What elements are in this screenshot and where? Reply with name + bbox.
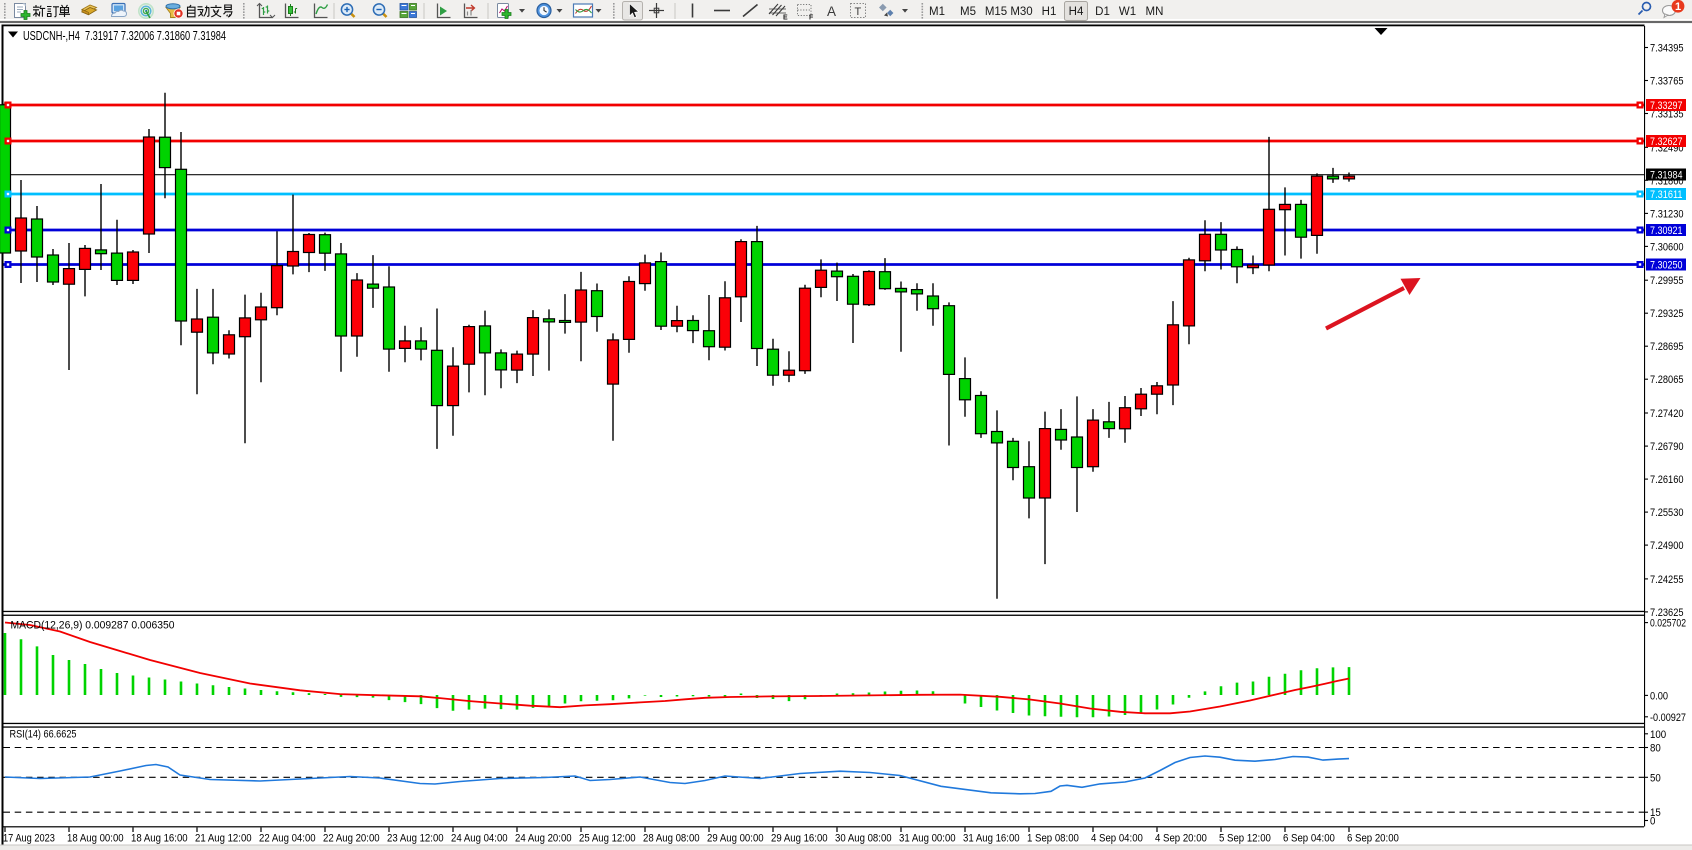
svg-text:D1: D1 bbox=[1095, 6, 1110, 18]
svg-text:E: E bbox=[783, 15, 788, 22]
svg-text:100: 100 bbox=[1650, 729, 1666, 741]
svg-text:MN: MN bbox=[1146, 6, 1164, 18]
svg-text:7.30921: 7.30921 bbox=[1650, 225, 1683, 237]
svg-text:7.29325: 7.29325 bbox=[1650, 308, 1684, 320]
svg-text:T: T bbox=[855, 6, 862, 18]
svg-text:7.33297: 7.33297 bbox=[1650, 100, 1683, 112]
svg-text:25 Aug 12:00: 25 Aug 12:00 bbox=[579, 833, 636, 845]
svg-text:7.31230: 7.31230 bbox=[1650, 208, 1684, 220]
svg-text:7.24900: 7.24900 bbox=[1650, 540, 1684, 552]
svg-text:7.25530: 7.25530 bbox=[1650, 507, 1684, 519]
svg-text:31 Aug 00:00: 31 Aug 00:00 bbox=[899, 833, 956, 845]
svg-text:4 Sep 04:00: 4 Sep 04:00 bbox=[1091, 833, 1143, 845]
svg-text:-0.00927: -0.00927 bbox=[1650, 712, 1686, 724]
svg-text:7.26160: 7.26160 bbox=[1650, 474, 1684, 486]
svg-text:28 Aug 08:00: 28 Aug 08:00 bbox=[643, 833, 700, 845]
svg-text:7.28695: 7.28695 bbox=[1650, 341, 1684, 353]
svg-text:24 Aug 04:00: 24 Aug 04:00 bbox=[451, 833, 508, 845]
svg-text:7.30600: 7.30600 bbox=[1650, 241, 1684, 253]
svg-text:23 Aug 12:00: 23 Aug 12:00 bbox=[387, 833, 444, 845]
svg-text:50: 50 bbox=[1650, 772, 1661, 784]
svg-text:H1: H1 bbox=[1042, 6, 1057, 18]
svg-text:29 Aug 16:00: 29 Aug 16:00 bbox=[771, 833, 828, 845]
svg-text:80: 80 bbox=[1650, 743, 1661, 755]
svg-text:M30: M30 bbox=[1010, 6, 1032, 18]
svg-text:6 Sep 04:00: 6 Sep 04:00 bbox=[1283, 833, 1335, 845]
svg-text:31 Aug 16:00: 31 Aug 16:00 bbox=[963, 833, 1020, 845]
svg-text:1 Sep 08:00: 1 Sep 08:00 bbox=[1027, 833, 1079, 845]
svg-text:0: 0 bbox=[1650, 816, 1655, 828]
svg-text:A: A bbox=[827, 4, 836, 19]
svg-text:0.00: 0.00 bbox=[1650, 690, 1668, 702]
svg-text:18 Aug 00:00: 18 Aug 00:00 bbox=[67, 833, 124, 845]
svg-text:7.33135: 7.33135 bbox=[1650, 109, 1684, 121]
svg-text:F: F bbox=[809, 15, 814, 22]
svg-text:1: 1 bbox=[1675, 1, 1681, 13]
svg-text:7.27420: 7.27420 bbox=[1650, 408, 1684, 420]
svg-text:7.24255: 7.24255 bbox=[1650, 574, 1684, 586]
svg-text:21 Aug 12:00: 21 Aug 12:00 bbox=[195, 833, 252, 845]
svg-text:18 Aug 16:00: 18 Aug 16:00 bbox=[131, 833, 188, 845]
svg-text:24 Aug 20:00: 24 Aug 20:00 bbox=[515, 833, 572, 845]
svg-text:M15: M15 bbox=[985, 6, 1007, 18]
svg-text:15: 15 bbox=[1650, 807, 1661, 819]
svg-text:7.31611: 7.31611 bbox=[1650, 189, 1683, 201]
svg-text:7.28065: 7.28065 bbox=[1650, 374, 1684, 386]
svg-text:4 Sep 20:00: 4 Sep 20:00 bbox=[1155, 833, 1207, 845]
svg-text:7.31984: 7.31984 bbox=[1650, 170, 1683, 182]
svg-text:0.025702: 0.025702 bbox=[1650, 618, 1686, 630]
svg-text:7.29955: 7.29955 bbox=[1650, 275, 1684, 287]
svg-text:M5: M5 bbox=[960, 6, 976, 18]
svg-text:7.32627: 7.32627 bbox=[1650, 136, 1683, 148]
svg-text:H4: H4 bbox=[1069, 6, 1084, 18]
svg-text:7.26790: 7.26790 bbox=[1650, 441, 1684, 453]
svg-text:5 Sep 12:00: 5 Sep 12:00 bbox=[1219, 833, 1271, 845]
svg-text:USDCNH-,H4 7.31917 7.32006 7.: USDCNH-,H4 7.31917 7.32006 7.31860 7.319… bbox=[23, 28, 226, 43]
svg-text:29 Aug 00:00: 29 Aug 00:00 bbox=[707, 833, 764, 845]
svg-text:6 Sep 20:00: 6 Sep 20:00 bbox=[1347, 833, 1399, 845]
svg-text:7.33765: 7.33765 bbox=[1650, 76, 1684, 88]
svg-text:MACD(12,26,9) 0.009287 0.00635: MACD(12,26,9) 0.009287 0.006350 bbox=[11, 620, 175, 632]
svg-text:22 Aug 04:00: 22 Aug 04:00 bbox=[259, 833, 316, 845]
svg-text:RSI(14) 66.6625: RSI(14) 66.6625 bbox=[10, 729, 77, 741]
svg-text:30 Aug 08:00: 30 Aug 08:00 bbox=[835, 833, 892, 845]
svg-text:17 Aug 2023: 17 Aug 2023 bbox=[3, 833, 55, 845]
svg-text:M1: M1 bbox=[929, 6, 945, 18]
svg-text:7.34395: 7.34395 bbox=[1650, 43, 1684, 55]
svg-text:7.30250: 7.30250 bbox=[1650, 260, 1683, 272]
svg-text:W1: W1 bbox=[1119, 6, 1136, 18]
svg-text:22 Aug 20:00: 22 Aug 20:00 bbox=[323, 833, 380, 845]
svg-text:7.23625: 7.23625 bbox=[1650, 607, 1684, 619]
